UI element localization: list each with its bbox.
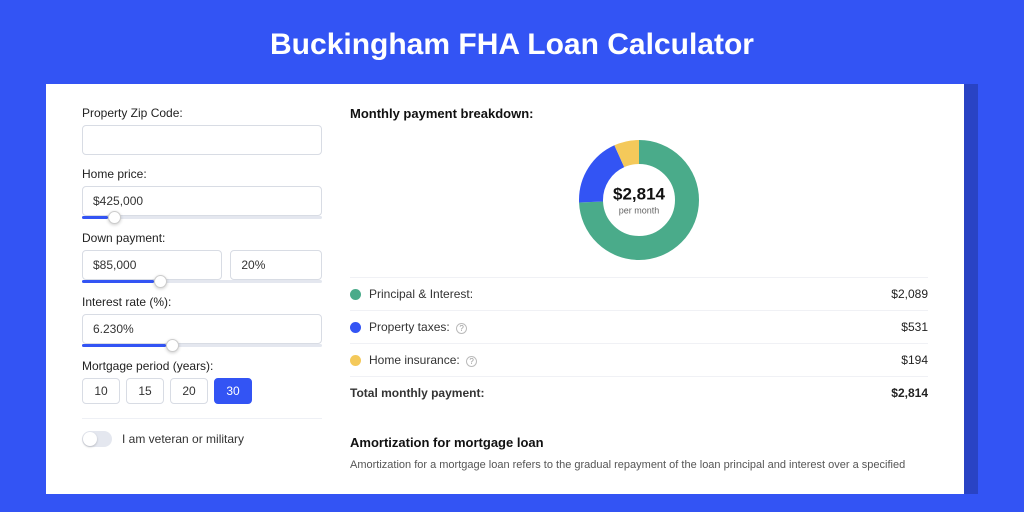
dot-insurance-icon bbox=[350, 355, 361, 366]
interest-slider[interactable] bbox=[82, 344, 322, 347]
breakdown-column: Monthly payment breakdown: $2,814 per mo bbox=[350, 106, 928, 472]
interest-input[interactable] bbox=[82, 314, 322, 344]
dot-principal-icon bbox=[350, 289, 361, 300]
period-btn-15[interactable]: 15 bbox=[126, 378, 164, 404]
interest-label: Interest rate (%): bbox=[82, 295, 322, 309]
zip-input[interactable] bbox=[82, 125, 322, 155]
home-price-label: Home price: bbox=[82, 167, 322, 181]
page-header: Buckingham FHA Loan Calculator bbox=[0, 0, 1024, 84]
down-payment-slider-fill bbox=[82, 280, 154, 283]
page-title: Buckingham FHA Loan Calculator bbox=[0, 28, 1024, 62]
down-payment-group: Down payment: bbox=[82, 231, 322, 283]
form-column: Property Zip Code: Home price: Down paym… bbox=[82, 106, 322, 472]
down-payment-label: Down payment: bbox=[82, 231, 322, 245]
period-btn-30[interactable]: 30 bbox=[214, 378, 252, 404]
breakdown-row-insurance: Home insurance: ? $194 bbox=[350, 343, 928, 376]
donut-center: $2,814 per month bbox=[613, 185, 665, 216]
breakdown-label-total: Total monthly payment: bbox=[350, 386, 484, 400]
breakdown-row-taxes: Property taxes: ? $531 bbox=[350, 310, 928, 343]
breakdown-label-taxes: Property taxes: ? bbox=[369, 320, 467, 334]
veteran-toggle[interactable] bbox=[82, 431, 112, 447]
period-group: Mortgage period (years): 10 15 20 30 bbox=[82, 359, 322, 404]
breakdown-val-total: $2,814 bbox=[891, 386, 928, 400]
breakdown-label-principal: Principal & Interest: bbox=[369, 287, 473, 301]
amortization-title: Amortization for mortgage loan bbox=[350, 435, 928, 450]
donut-wrap: $2,814 per month bbox=[350, 129, 928, 277]
down-payment-input[interactable] bbox=[82, 250, 222, 280]
veteran-toggle-knob bbox=[83, 432, 97, 446]
breakdown-row-total: Total monthly payment: $2,814 bbox=[350, 376, 928, 409]
zip-label: Property Zip Code: bbox=[82, 106, 322, 120]
calculator-card: Property Zip Code: Home price: Down paym… bbox=[46, 84, 964, 494]
info-icon[interactable]: ? bbox=[456, 323, 467, 334]
breakdown-row-principal: Principal & Interest: $2,089 bbox=[350, 277, 928, 310]
down-payment-slider[interactable] bbox=[82, 280, 322, 283]
home-price-slider[interactable] bbox=[82, 216, 322, 219]
donut-center-small: per month bbox=[613, 206, 665, 216]
interest-slider-thumb[interactable] bbox=[166, 339, 179, 352]
amortization-text: Amortization for a mortgage loan refers … bbox=[350, 458, 928, 473]
period-label: Mortgage period (years): bbox=[82, 359, 322, 373]
breakdown-val-insurance: $194 bbox=[901, 353, 928, 367]
zip-group: Property Zip Code: bbox=[82, 106, 322, 155]
interest-slider-fill bbox=[82, 344, 166, 347]
down-payment-pct-input[interactable] bbox=[230, 250, 322, 280]
breakdown-label-insurance: Home insurance: ? bbox=[369, 353, 477, 367]
veteran-label: I am veteran or military bbox=[122, 432, 244, 446]
breakdown-title: Monthly payment breakdown: bbox=[350, 106, 928, 121]
breakdown-val-principal: $2,089 bbox=[891, 287, 928, 301]
breakdown-list: Principal & Interest: $2,089 Property ta… bbox=[350, 277, 928, 409]
donut-center-big: $2,814 bbox=[613, 185, 665, 205]
info-icon[interactable]: ? bbox=[466, 356, 477, 367]
interest-group: Interest rate (%): bbox=[82, 295, 322, 347]
home-price-slider-fill bbox=[82, 216, 108, 219]
period-btn-20[interactable]: 20 bbox=[170, 378, 208, 404]
down-payment-slider-thumb[interactable] bbox=[154, 275, 167, 288]
dot-taxes-icon bbox=[350, 322, 361, 333]
period-btn-10[interactable]: 10 bbox=[82, 378, 120, 404]
veteran-row: I am veteran or military bbox=[82, 418, 322, 447]
card-shadow: Property Zip Code: Home price: Down paym… bbox=[46, 84, 978, 494]
home-price-slider-thumb[interactable] bbox=[108, 211, 121, 224]
donut-chart: $2,814 per month bbox=[574, 135, 704, 265]
home-price-group: Home price: bbox=[82, 167, 322, 219]
amortization-section: Amortization for mortgage loan Amortizat… bbox=[350, 423, 928, 473]
breakdown-val-taxes: $531 bbox=[901, 320, 928, 334]
